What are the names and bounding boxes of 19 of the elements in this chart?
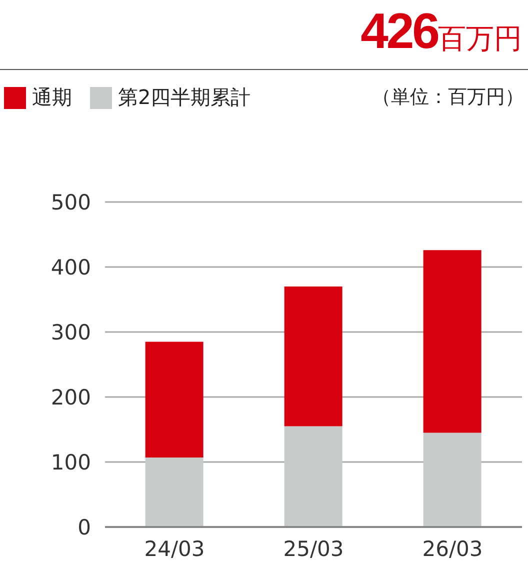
y-tick-label: 100 [50,450,91,474]
bar [145,457,204,527]
legend-label: 通期 [31,84,72,111]
y-tick-label: 0 [78,515,91,540]
legend-label: 第2四半期累計 [117,84,251,111]
x-tick-label: 24/03 [144,536,205,561]
text: （単位：百万円） [372,85,524,110]
chart-title: 426百万円 [360,3,522,59]
bar [145,342,204,458]
y-tick-label: 300 [50,320,91,344]
y-tick-label: 500 [50,190,91,214]
bar [423,432,482,527]
bar [423,250,482,433]
y-tick-label: 200 [50,385,91,410]
x-tick-label: 26/03 [422,536,483,561]
x-tick-label: 25/03 [283,536,344,561]
bar [284,286,342,426]
y-tick-label: 400 [50,255,91,280]
bar [284,426,342,527]
